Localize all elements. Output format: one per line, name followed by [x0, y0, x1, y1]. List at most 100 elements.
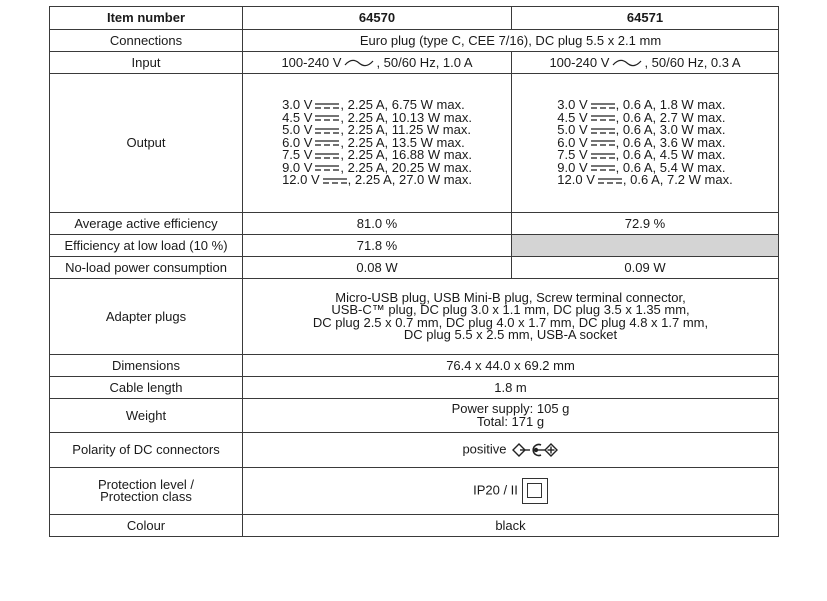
output-rating: , 2.25 A, 11.25 W max.	[340, 122, 471, 138]
dc-symbol-icon	[315, 128, 340, 134]
output-voltage: 4.5 V	[557, 109, 588, 125]
dc-symbol-icon	[590, 115, 615, 121]
output-voltage: 7.5 V	[557, 147, 588, 163]
output-line: 6.0 V , 0.6 A, 3.6 W max.	[557, 134, 732, 150]
polarity-label: Polarity of DC connectors	[49, 432, 243, 468]
input-label: Input	[49, 51, 243, 74]
dimensions-value: 76.4 x 44.0 x 69.2 mm	[242, 354, 779, 377]
polarity-value: positive	[242, 432, 779, 468]
row-cable: Cable length 1.8 m	[49, 376, 779, 399]
spec-table: Item number 64570 64571 Connections Euro…	[49, 6, 779, 537]
weight-label: Weight	[49, 398, 243, 433]
output-voltage: 5.0 V	[282, 122, 313, 138]
output-voltage: 12.0 V	[557, 172, 595, 188]
output-voltage: 5.0 V	[557, 122, 588, 138]
colour-value: black	[242, 514, 779, 537]
weight-value: Power supply: 105 g Total: 171 g	[242, 398, 779, 433]
output-rating: , 2.25 A, 16.88 W max.	[340, 147, 472, 163]
dc-symbol-icon	[315, 140, 340, 146]
output-voltage: 9.0 V	[557, 159, 588, 175]
header-item-a: 64570	[242, 6, 512, 30]
adapter-line: DC plug 2.5 x 0.7 mm, DC plug 4.0 x 1.7 …	[312, 314, 709, 330]
output-rating: , 0.6 A, 3.0 W max.	[615, 122, 726, 138]
low-load-b-empty	[511, 234, 779, 257]
input-a-voltage: 100-240 V	[281, 54, 342, 70]
row-protection: Protection level / Protection class IP20…	[49, 467, 779, 515]
output-voltage: 12.0 V	[282, 172, 320, 188]
dc-symbol-icon	[315, 115, 340, 121]
efficiency-b: 72.9 %	[511, 212, 779, 235]
output-line: 12.0 V , 0.6 A, 7.2 W max.	[557, 172, 733, 188]
output-line: 5.0 V , 2.25 A, 11.25 W max.	[282, 122, 472, 138]
output-rating: , 0.6 A, 3.6 W max.	[615, 134, 726, 150]
output-line: 12.0 V , 2.25 A, 27.0 W max.	[282, 172, 472, 188]
output-line: 7.5 V , 0.6 A, 4.5 W max.	[557, 147, 732, 163]
low-load-label: Efficiency at low load (10 %)	[49, 234, 243, 257]
no-load-b: 0.09 W	[511, 256, 779, 279]
dc-symbol-icon	[590, 153, 615, 159]
row-adapter-plugs: Adapter plugs Micro-USB plug, USB Mini-B…	[49, 278, 779, 355]
efficiency-label: Average active efficiency	[49, 212, 243, 235]
output-voltage: 3.0 V	[282, 97, 313, 113]
input-value-a: 100-240 V , 50/60 Hz, 1.0 A	[242, 51, 512, 74]
output-rating: , 0.6 A, 7.2 W max.	[622, 172, 733, 188]
row-weight: Weight Power supply: 105 g Total: 171 g	[49, 398, 779, 433]
weight-list: Power supply: 105 g Total: 171 g	[452, 402, 570, 428]
ac-symbol-icon	[344, 59, 374, 67]
row-dimensions: Dimensions 76.4 x 44.0 x 69.2 mm	[49, 354, 779, 377]
adapter-list: Micro-USB plug, USB Mini-B plug, Screw t…	[312, 291, 709, 342]
adapter-line: USB-C™ plug, DC plug 3.0 x 1.1 mm, DC pl…	[331, 302, 690, 317]
output-rating: , 0.6 A, 4.5 W max.	[615, 147, 726, 163]
output-rating: , 2.25 A, 20.25 W max.	[340, 159, 472, 175]
output-line: 9.0 V , 0.6 A, 5.4 W max.	[557, 159, 732, 175]
row-input: Input 100-240 V , 50/60 Hz, 1.0 A 100-240…	[49, 51, 779, 74]
output-voltage: 3.0 V	[557, 97, 588, 113]
output-line: 4.5 V , 2.25 A, 10.13 W max.	[282, 109, 472, 125]
output-voltage: 7.5 V	[282, 147, 313, 163]
polarity-center-positive-icon	[511, 443, 558, 457]
output-rating: , 2.25 A, 6.75 W max.	[340, 97, 465, 113]
header-label: Item number	[49, 6, 243, 30]
row-connections: Connections Euro plug (type C, CEE 7/16)…	[49, 29, 779, 52]
row-no-load: No-load power consumption 0.08 W 0.09 W	[49, 256, 779, 279]
output-rating: , 2.25 A, 10.13 W max.	[340, 109, 472, 125]
output-voltage: 9.0 V	[282, 159, 313, 175]
output-line: 5.0 V , 0.6 A, 3.0 W max.	[557, 122, 732, 138]
dimensions-label: Dimensions	[49, 354, 243, 377]
dc-symbol-icon	[315, 153, 340, 159]
output-line: 6.0 V , 2.25 A, 13.5 W max.	[282, 134, 472, 150]
output-line: 4.5 V , 0.6 A, 2.7 W max.	[557, 109, 732, 125]
header-item-b: 64571	[511, 6, 779, 30]
output-rating: , 0.6 A, 5.4 W max.	[615, 159, 726, 175]
input-b-voltage: 100-240 V	[549, 54, 610, 70]
output-line: 3.0 V , 0.6 A, 1.8 W max.	[557, 97, 732, 113]
protection-label-2: Protection class	[100, 489, 192, 504]
dc-symbol-icon	[590, 128, 615, 134]
no-load-label: No-load power consumption	[49, 256, 243, 279]
dc-symbol-icon	[315, 103, 340, 109]
adapter-line: DC plug 5.5 x 2.5 mm, USB-A socket	[403, 327, 618, 342]
output-voltage: 4.5 V	[282, 109, 313, 125]
cable-label: Cable length	[49, 376, 243, 399]
row-efficiency: Average active efficiency 81.0 % 72.9 %	[49, 212, 779, 235]
low-load-a: 71.8 %	[242, 234, 512, 257]
dc-symbol-icon	[322, 178, 347, 184]
no-load-a: 0.08 W	[242, 256, 512, 279]
output-voltage: 6.0 V	[557, 134, 588, 150]
adapter-label: Adapter plugs	[49, 278, 243, 355]
output-rating: , 2.25 A, 13.5 W max.	[340, 134, 465, 150]
input-value-b: 100-240 V , 50/60 Hz, 0.3 A	[511, 51, 779, 74]
output-list-b: 3.0 V , 0.6 A, 1.8 W max. 4.5 V , 0.6 A, 2.…	[557, 97, 733, 188]
dc-symbol-icon	[590, 165, 615, 171]
output-rating: , 2.25 A, 27.0 W max.	[347, 172, 472, 188]
dc-symbol-icon	[597, 178, 622, 184]
dc-symbol-icon	[590, 103, 615, 109]
output-label: Output	[49, 73, 243, 213]
connections-label: Connections	[49, 29, 243, 52]
dc-symbol-icon	[315, 165, 340, 171]
protection-value: IP20 / II	[242, 467, 779, 515]
output-rating: , 0.6 A, 1.8 W max.	[615, 97, 726, 113]
output-rating: , 0.6 A, 2.7 W max.	[615, 109, 726, 125]
dc-symbol-icon	[590, 140, 615, 146]
row-low-load: Efficiency at low load (10 %) 71.8 %	[49, 234, 779, 257]
